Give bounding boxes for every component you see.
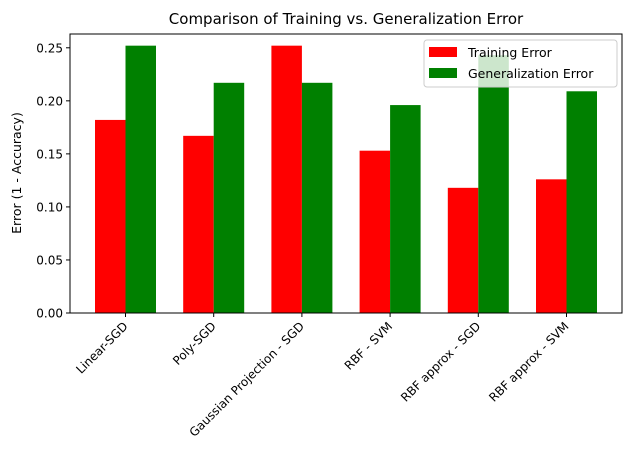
x-tick-label: Poly-SGD: [170, 319, 219, 368]
y-tick-label: 0.00: [36, 307, 63, 321]
y-tick-label: 0.20: [36, 94, 63, 108]
bar-training: [183, 135, 214, 313]
legend-label: Training Error: [467, 45, 553, 60]
bar-generalization: [301, 82, 333, 313]
bar-training: [447, 187, 479, 313]
x-tick-label: RBF - SVM: [342, 319, 395, 372]
bar-generalization: [213, 82, 245, 313]
y-tick-label: 0.25: [36, 41, 63, 55]
legend: Training Error Generalization Error: [423, 39, 618, 88]
legend-label: Generalization Error: [468, 66, 594, 81]
y-tick-label: 0.15: [36, 147, 63, 161]
y-tick-label: 0.10: [36, 200, 63, 214]
bar-generalization: [566, 91, 597, 313]
legend-swatch: [429, 68, 457, 78]
legend-box: [423, 39, 618, 88]
y-tick-label: 0.05: [36, 253, 63, 267]
bar-training: [359, 150, 391, 313]
x-tick-label: Linear-SGD: [73, 319, 130, 376]
x-tick-label: RBF approx - SVM: [486, 319, 571, 404]
plot-frame: [69, 33, 623, 314]
bar-generalization: [478, 55, 509, 313]
legend-swatch: [429, 47, 457, 57]
bar-training: [271, 45, 302, 314]
bar-training: [95, 119, 126, 313]
y-axis-label: Error (1 - Accuracy): [9, 112, 24, 234]
bar-training: [536, 179, 567, 313]
bar-generalization: [125, 45, 156, 314]
bar-generalization: [390, 105, 421, 313]
chart-title: Comparison of Training vs. Generalizatio…: [169, 10, 524, 28]
x-tick-label: RBF approx - SGD: [398, 319, 483, 404]
